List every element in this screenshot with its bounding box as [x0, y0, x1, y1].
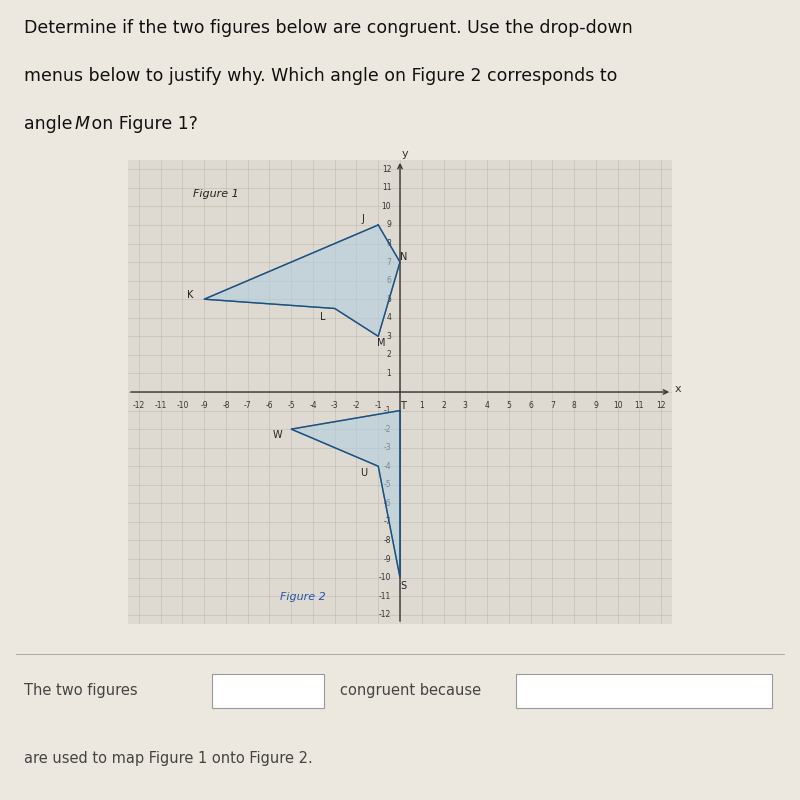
Text: 4: 4 — [485, 402, 490, 410]
Text: -5: -5 — [287, 402, 295, 410]
Text: 5: 5 — [506, 402, 511, 410]
Text: -2: -2 — [353, 402, 360, 410]
Text: 7: 7 — [550, 402, 554, 410]
Text: congruent because: congruent because — [340, 683, 481, 698]
Text: 1: 1 — [419, 402, 424, 410]
Text: 3: 3 — [386, 332, 391, 341]
Text: -3: -3 — [384, 443, 391, 452]
Text: 8: 8 — [572, 402, 577, 410]
Text: W: W — [272, 430, 282, 440]
Text: -1: -1 — [384, 406, 391, 415]
Text: -10: -10 — [176, 402, 189, 410]
Text: -12: -12 — [379, 610, 391, 619]
Text: 10: 10 — [613, 402, 622, 410]
Text: 2: 2 — [386, 350, 391, 359]
Text: 7: 7 — [386, 258, 391, 266]
Text: -10: -10 — [379, 573, 391, 582]
Text: -3: -3 — [331, 402, 338, 410]
Text: 9: 9 — [594, 402, 598, 410]
Text: on Figure 1?: on Figure 1? — [86, 115, 198, 134]
Text: -7: -7 — [384, 518, 391, 526]
Text: 11: 11 — [634, 402, 644, 410]
Text: 2: 2 — [441, 402, 446, 410]
Text: -11: -11 — [379, 592, 391, 601]
Text: -2: -2 — [384, 425, 391, 434]
Text: S: S — [400, 581, 406, 591]
Text: -4: -4 — [384, 462, 391, 470]
Text: N: N — [399, 253, 407, 262]
Text: -7: -7 — [244, 402, 251, 410]
Text: U: U — [361, 468, 368, 478]
Text: -1: -1 — [374, 402, 382, 410]
Text: Figure 2: Figure 2 — [280, 592, 326, 602]
Text: 6: 6 — [386, 276, 391, 285]
Text: 6: 6 — [528, 402, 533, 410]
Text: are used to map Figure 1 onto Figure 2.: are used to map Figure 1 onto Figure 2. — [24, 750, 313, 766]
Text: Determine if the two figures below are congruent. Use the drop-down: Determine if the two figures below are c… — [24, 19, 633, 37]
Text: T: T — [400, 401, 406, 411]
Text: J: J — [362, 214, 365, 224]
Text: The two figures: The two figures — [24, 683, 138, 698]
Text: ∨: ∨ — [310, 686, 318, 696]
Text: x: x — [674, 384, 681, 394]
Text: L: L — [320, 312, 326, 322]
Text: K: K — [187, 290, 194, 299]
Text: 5: 5 — [386, 294, 391, 304]
Text: -6: -6 — [266, 402, 274, 410]
Text: 9: 9 — [386, 221, 391, 230]
Text: 3: 3 — [463, 402, 468, 410]
Text: -5: -5 — [384, 480, 391, 490]
Text: M: M — [378, 338, 386, 348]
Text: -6: -6 — [384, 499, 391, 508]
Text: 1: 1 — [386, 369, 391, 378]
Text: -9: -9 — [384, 554, 391, 563]
Text: Figure 1: Figure 1 — [194, 189, 239, 199]
Text: 12: 12 — [656, 402, 666, 410]
Text: -11: -11 — [154, 402, 166, 410]
Text: ∨: ∨ — [758, 686, 766, 696]
Text: y: y — [402, 149, 409, 159]
Polygon shape — [291, 410, 400, 578]
Text: 12: 12 — [382, 165, 391, 174]
Text: -8: -8 — [222, 402, 230, 410]
Text: -12: -12 — [133, 402, 145, 410]
Text: -8: -8 — [384, 536, 391, 545]
Text: 10: 10 — [382, 202, 391, 211]
Text: -4: -4 — [309, 402, 317, 410]
Text: menus below to justify why. Which angle on Figure 2 corresponds to: menus below to justify why. Which angle … — [24, 67, 618, 86]
Text: angle: angle — [24, 115, 78, 134]
Text: M: M — [74, 115, 90, 134]
Polygon shape — [204, 225, 400, 336]
Text: 11: 11 — [382, 183, 391, 192]
Text: 8: 8 — [386, 239, 391, 248]
Text: -9: -9 — [200, 402, 208, 410]
Text: 4: 4 — [386, 314, 391, 322]
